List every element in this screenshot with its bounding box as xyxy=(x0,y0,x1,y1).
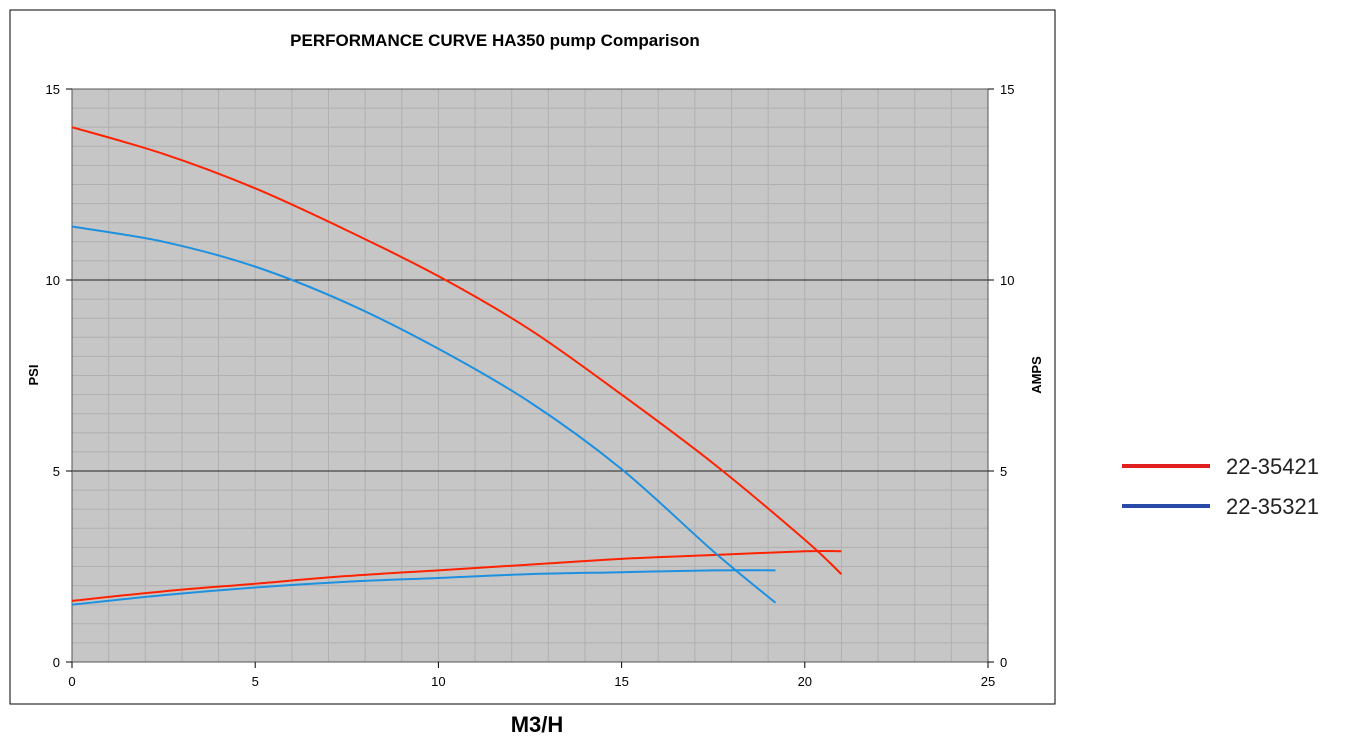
plot-border xyxy=(71,88,989,663)
x-tick-label: 10 xyxy=(431,674,445,689)
y2-tick-label: 5 xyxy=(1000,464,1007,479)
major-grid xyxy=(72,279,988,472)
y-tick-label: 0 xyxy=(53,655,60,670)
psi-curve-22-35321 xyxy=(71,225,777,604)
minor-grid xyxy=(71,88,989,663)
x-tick-label: 5 xyxy=(252,674,259,689)
amps-curve-22-35421 xyxy=(71,549,842,602)
x-tick-label: 0 xyxy=(68,674,75,689)
y-axis-label: PSI xyxy=(26,365,41,386)
y2-tick-label: 15 xyxy=(1000,82,1014,97)
amps-curve-22-35321 xyxy=(71,569,776,606)
y-tick-label: 15 xyxy=(46,82,60,97)
y-tick-label: 5 xyxy=(53,464,60,479)
y2-axis-label: AMPS xyxy=(1029,356,1044,394)
y2-tick-label: 0 xyxy=(1000,655,1007,670)
x-tick-label: 20 xyxy=(798,674,812,689)
legend-label-22-35321: 22-35321 xyxy=(1226,494,1319,519)
x-tick-label: 25 xyxy=(981,674,995,689)
chart-title: PERFORMANCE CURVE HA350 pump Comparison xyxy=(290,31,700,50)
curves xyxy=(71,126,843,606)
x-axis-label: M3/H xyxy=(511,712,564,737)
y-tick-label: 10 xyxy=(46,273,60,288)
legend-label-22-35421: 22-35421 xyxy=(1226,454,1319,479)
axes: 0 5 10 15 20 25 0 5 10 15 0 5 10 15 xyxy=(46,82,1015,689)
legend: 22-35421 22-35321 xyxy=(1122,454,1319,519)
psi-curve-22-35421 xyxy=(71,126,843,575)
x-tick-label: 15 xyxy=(614,674,628,689)
y2-tick-label: 10 xyxy=(1000,273,1014,288)
